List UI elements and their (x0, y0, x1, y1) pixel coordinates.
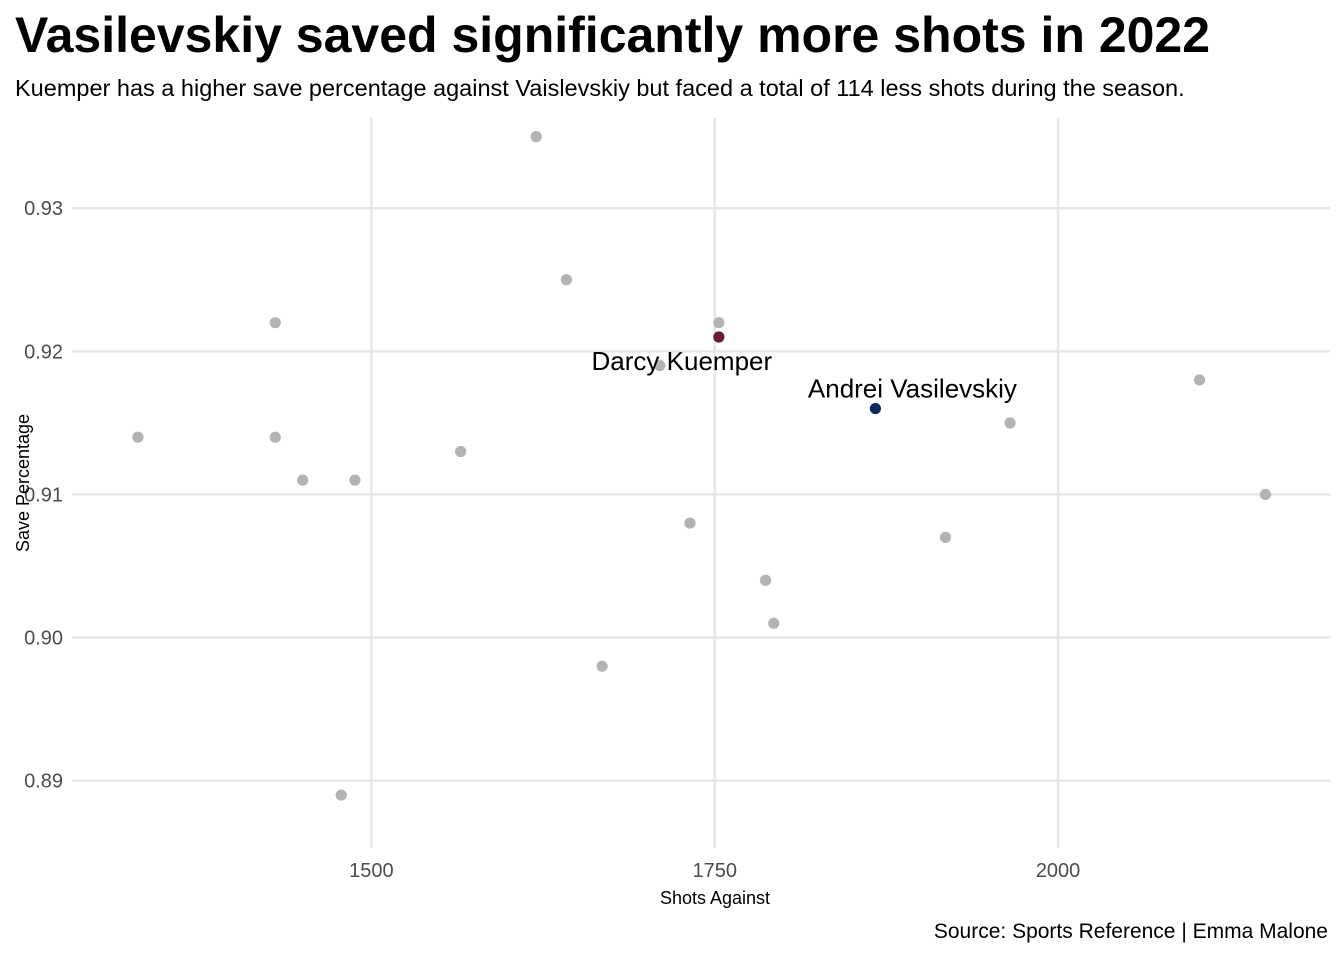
data-point (530, 131, 542, 143)
highlight-point (713, 331, 725, 343)
chart-subtitle: Kuemper has a higher save percentage aga… (15, 75, 1185, 101)
highlight-point (869, 402, 882, 415)
data-point (335, 789, 347, 801)
data-point (269, 317, 281, 329)
data-point (1193, 374, 1206, 386)
x-axis-title: Shots Against (660, 888, 770, 908)
data-point (349, 474, 361, 486)
data-point (132, 431, 144, 443)
data-point (939, 531, 952, 543)
x-axis-ticks: 1500 1750 2000 (349, 860, 1080, 882)
data-point (1004, 417, 1016, 429)
y-tick-label: 0.93 (24, 198, 63, 220)
data-point (269, 431, 281, 443)
data-point (1259, 488, 1272, 501)
x-tick-label: 2000 (1036, 860, 1081, 882)
point-labels: Darcy Kuemper Andrei Vasilevskiy (592, 346, 1017, 404)
x-tick-label: 1500 (349, 860, 394, 882)
data-point (768, 617, 780, 629)
data-point (759, 574, 772, 586)
y-axis-ticks: 0.89 0.90 0.91 0.92 0.93 (24, 198, 63, 793)
y-tick-label: 0.91 (24, 484, 63, 506)
data-points (132, 131, 1272, 801)
y-tick-label: 0.90 (24, 628, 63, 650)
data-point (684, 517, 696, 529)
data-point (713, 317, 725, 329)
data-point (297, 474, 309, 486)
data-point (654, 360, 666, 372)
x-tick-label: 1750 (692, 860, 737, 882)
data-point (455, 445, 467, 458)
chart-caption: Source: Sports Reference | Emma Malone (933, 920, 1328, 943)
data-point (560, 274, 573, 286)
y-axis-title: Save Percentage (13, 414, 33, 552)
point-label: Darcy Kuemper (592, 346, 773, 376)
grid-lines (72, 118, 1330, 848)
y-tick-label: 0.92 (24, 341, 63, 363)
chart-title: Vasilevskiy saved significantly more sho… (15, 7, 1211, 63)
data-point (596, 660, 608, 672)
y-tick-label: 0.89 (24, 771, 63, 793)
point-label: Andrei Vasilevskiy (808, 374, 1017, 404)
